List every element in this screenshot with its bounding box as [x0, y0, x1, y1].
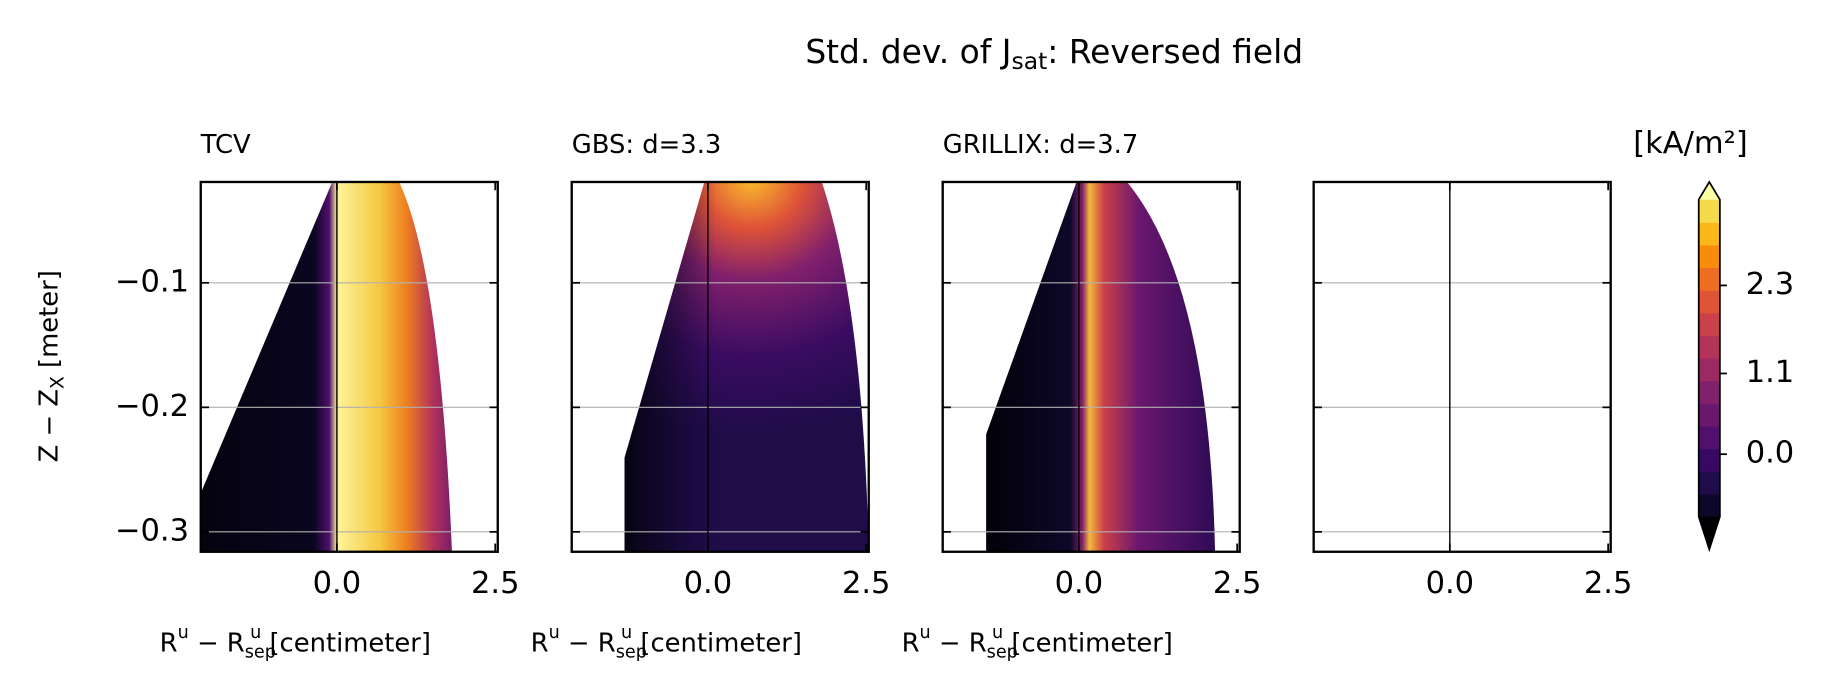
- colorbar-band: [1698, 244, 1720, 269]
- colorbar-extend: [1698, 516, 1720, 550]
- x-axis-label: Ru − Rsepu [centimeter]: [160, 623, 431, 663]
- colorbar-frame: [1697, 180, 1721, 553]
- y-axis-label-part: X: [47, 376, 68, 389]
- y-tick-label: −0.3: [115, 513, 189, 548]
- axes-frame: [199, 180, 499, 553]
- x-axis-label-part: sep: [245, 643, 276, 663]
- x-axis-label-part: u: [250, 623, 261, 643]
- colorbar-tick-label: 2.3: [1746, 267, 1795, 302]
- x-tick-label: 0.0: [684, 566, 733, 601]
- x-axis-label-part: [centimeter]: [261, 628, 431, 658]
- contour-fields: [200, 181, 1216, 552]
- colorbar-band: [1698, 471, 1720, 495]
- x-axis-label-part: R: [531, 628, 549, 658]
- colorbar-band: [1698, 267, 1720, 291]
- x-axis-label: Ru − Rsepu [centimeter]: [531, 623, 802, 663]
- axes-frame: [1312, 180, 1612, 553]
- colorbar-tick-label: 0.0: [1746, 436, 1795, 471]
- x-tick-label: 0.0: [1055, 566, 1104, 601]
- x-axis-label-part: − R: [931, 628, 987, 658]
- x-axis-label-part: sep: [987, 643, 1018, 663]
- colorbar-label: [kA/m²]: [1633, 126, 1748, 161]
- panel-title: GBS: d=3.3: [572, 130, 722, 160]
- panel-title: TCV: [200, 130, 251, 160]
- x-axis-label: Ru − Rsepu [centimeter]: [902, 623, 1173, 663]
- colorbar-band: [1698, 358, 1720, 382]
- colorbar-extend: [1698, 181, 1720, 200]
- x-axis-label-part: u: [621, 623, 632, 643]
- x-tick-label: 2.5: [1213, 566, 1262, 601]
- colorbar-band: [1698, 425, 1720, 450]
- colorbar-tick-label: 1.1: [1746, 355, 1795, 390]
- x-axis-label-part: − R: [189, 628, 245, 658]
- x-axis-label-part: [centimeter]: [632, 628, 802, 658]
- x-axis-label-part: sep: [616, 643, 647, 663]
- contour-field: [200, 181, 452, 552]
- x-axis-label-part: − R: [560, 628, 616, 658]
- x-axis-label-part: u: [920, 623, 931, 643]
- contour-field: [986, 181, 1216, 552]
- colorbar-band: [1698, 312, 1720, 337]
- contour-field: [624, 181, 728, 552]
- figure-title: Std. dev. of Jsat: Reversed field: [805, 31, 1303, 74]
- x-axis-label-part: R: [160, 628, 178, 658]
- y-tick-label: −0.2: [115, 389, 189, 424]
- x-axis-label-part: u: [549, 623, 560, 643]
- x-tick-label: 0.0: [313, 566, 362, 601]
- colorbar-band: [1698, 335, 1720, 359]
- y-axis-label-part: Z − Z: [34, 389, 64, 462]
- axes-frame: [941, 180, 1241, 553]
- x-tick-label: 0.0: [1426, 566, 1475, 601]
- x-axis-label-part: u: [992, 623, 1003, 643]
- colorbar-band: [1698, 199, 1720, 223]
- x-tick-label: 2.5: [1584, 566, 1633, 601]
- colorbar-band: [1698, 403, 1720, 427]
- colorbar-band: [1698, 493, 1720, 518]
- x-axis-label-part: [centimeter]: [1003, 628, 1173, 658]
- panel-title: GRILLIX: d=3.7: [943, 130, 1139, 160]
- colorbar-band: [1698, 222, 1720, 246]
- y-axis-label: Z − ZX [meter]: [34, 270, 68, 462]
- colorbar-band: [1698, 448, 1720, 472]
- axes-frame: [570, 180, 870, 553]
- y-tick-label: −0.1: [115, 264, 189, 299]
- x-tick-label: 2.5: [842, 566, 891, 601]
- x-axis-label-part: R: [902, 628, 920, 658]
- x-tick-label: 2.5: [471, 566, 520, 601]
- colorbar-band: [1698, 380, 1720, 404]
- x-axis-label-part: u: [178, 623, 189, 643]
- y-axis-label-part: [meter]: [34, 270, 64, 376]
- colorbar-band: [1698, 290, 1720, 314]
